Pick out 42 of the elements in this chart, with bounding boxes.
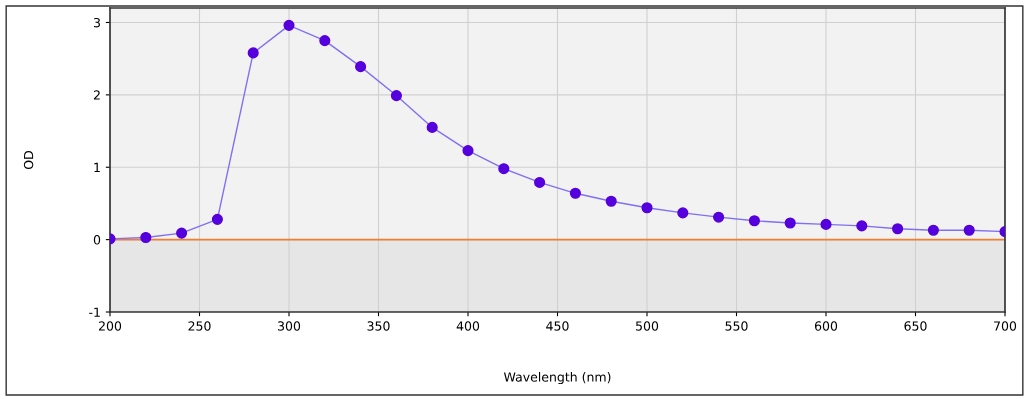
x-tick-label: 650 [904, 321, 927, 331]
x-tick-label: 250 [188, 321, 211, 331]
x-tick-label: 300 [278, 321, 301, 331]
point [140, 231, 152, 244]
y-tick-label: 2 [93, 90, 100, 100]
point [963, 224, 975, 236]
point [283, 19, 295, 31]
x-tick-label: 700 [994, 321, 1017, 331]
point [569, 187, 581, 199]
y-tick-label: 0 [93, 235, 101, 245]
x-tick-label: 450 [546, 321, 569, 331]
point [820, 218, 832, 230]
x-tick-label: 500 [636, 321, 659, 331]
point [319, 35, 331, 47]
point [748, 215, 760, 227]
x-axis-title: Wavelength (nm) [503, 372, 611, 385]
y-axis-title: OD [23, 151, 34, 170]
point [498, 163, 510, 175]
point [426, 121, 438, 133]
point [784, 217, 796, 229]
point [462, 145, 474, 157]
point [390, 90, 402, 102]
x-tick-label: 400 [456, 321, 480, 331]
point [355, 61, 367, 73]
point [247, 47, 259, 59]
x-tick-label: 600 [814, 321, 838, 331]
y-tick-label: 3 [93, 17, 100, 28]
point [641, 202, 653, 214]
point [211, 213, 223, 225]
x-tick-label: 200 [98, 321, 122, 331]
point [677, 207, 689, 219]
point [713, 211, 725, 223]
y-tick-label: -1 [89, 307, 100, 317]
point [856, 220, 868, 232]
point [534, 176, 546, 188]
x-tick-label: 550 [725, 321, 748, 331]
point [927, 224, 939, 236]
point [176, 227, 188, 239]
y-tick-label: 1 [94, 162, 100, 172]
point [892, 223, 904, 235]
x-tick-label: 350 [367, 321, 390, 331]
point [605, 195, 617, 207]
